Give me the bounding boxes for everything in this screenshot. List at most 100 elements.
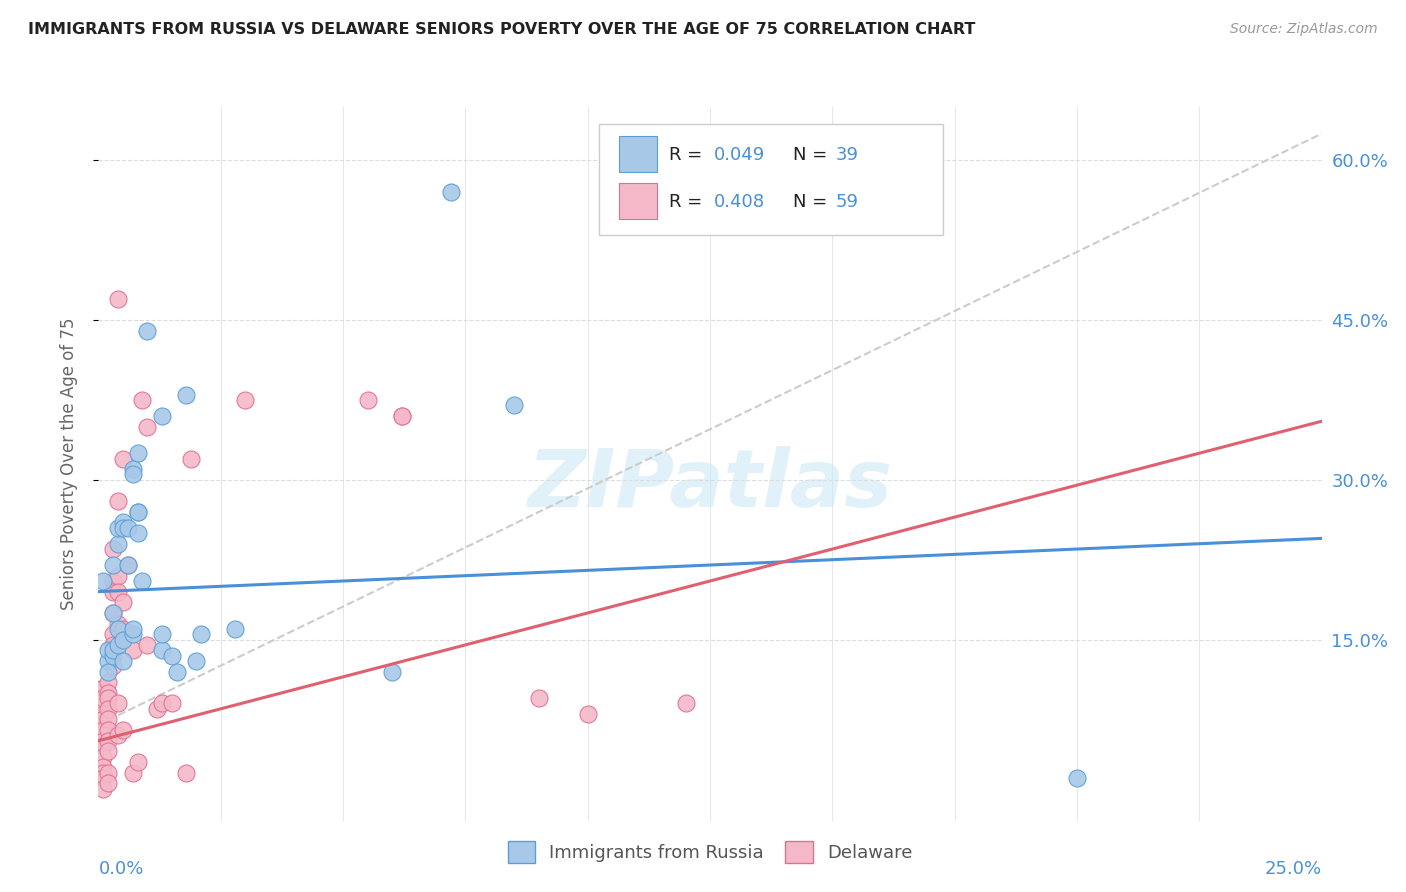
Point bbox=[91, 765, 114, 780]
Text: 0.0%: 0.0% bbox=[98, 860, 143, 878]
Point bbox=[101, 584, 124, 599]
Point bbox=[107, 622, 129, 636]
Point bbox=[391, 409, 413, 423]
Point bbox=[97, 744, 120, 758]
Text: Source: ZipAtlas.com: Source: ZipAtlas.com bbox=[1230, 22, 1378, 37]
Point bbox=[121, 765, 143, 780]
Text: 25.0%: 25.0% bbox=[1264, 860, 1322, 878]
Point bbox=[160, 648, 183, 663]
Point bbox=[356, 392, 378, 407]
Text: ZIPatlas: ZIPatlas bbox=[527, 446, 893, 524]
Point bbox=[675, 697, 697, 711]
Point bbox=[127, 505, 149, 519]
Point bbox=[91, 739, 114, 753]
Point bbox=[107, 521, 129, 535]
Point bbox=[107, 568, 129, 582]
Point bbox=[97, 702, 120, 716]
Point bbox=[107, 537, 129, 551]
Point bbox=[111, 521, 134, 535]
Point bbox=[503, 398, 526, 412]
Point bbox=[111, 632, 134, 647]
Point bbox=[101, 659, 124, 673]
Point bbox=[91, 707, 114, 722]
Point bbox=[107, 728, 129, 742]
Point bbox=[121, 643, 143, 657]
Point bbox=[150, 697, 173, 711]
Point bbox=[91, 713, 114, 727]
Text: R =: R = bbox=[669, 193, 709, 211]
Text: IMMIGRANTS FROM RUSSIA VS DELAWARE SENIORS POVERTY OVER THE AGE OF 75 CORRELATIO: IMMIGRANTS FROM RUSSIA VS DELAWARE SENIO… bbox=[28, 22, 976, 37]
Point bbox=[97, 765, 120, 780]
Point bbox=[131, 392, 153, 407]
Point bbox=[91, 723, 114, 738]
Point bbox=[97, 665, 120, 679]
Point bbox=[527, 691, 550, 706]
Text: 0.049: 0.049 bbox=[714, 146, 766, 164]
Point bbox=[150, 627, 173, 641]
Text: N =: N = bbox=[793, 146, 832, 164]
Point bbox=[224, 622, 246, 636]
Point bbox=[107, 584, 129, 599]
Point bbox=[190, 627, 212, 641]
Point bbox=[233, 392, 256, 407]
Point bbox=[107, 292, 129, 306]
Point bbox=[97, 686, 120, 700]
Point bbox=[180, 451, 202, 466]
Text: 39: 39 bbox=[835, 146, 858, 164]
Text: N =: N = bbox=[793, 193, 832, 211]
Point bbox=[101, 606, 124, 620]
Point bbox=[91, 681, 114, 695]
Point bbox=[176, 765, 198, 780]
Point bbox=[111, 595, 134, 609]
Point bbox=[146, 702, 169, 716]
Point bbox=[101, 542, 124, 557]
Point bbox=[111, 654, 134, 668]
Point bbox=[391, 409, 413, 423]
Point bbox=[121, 467, 143, 482]
Point bbox=[131, 574, 153, 588]
Point bbox=[91, 781, 114, 796]
Point bbox=[150, 643, 173, 657]
Point bbox=[111, 622, 134, 636]
Point bbox=[107, 697, 129, 711]
Point bbox=[576, 707, 599, 722]
Point bbox=[97, 733, 120, 747]
Point bbox=[97, 643, 120, 657]
Point bbox=[121, 622, 143, 636]
Point bbox=[440, 186, 463, 200]
Point bbox=[101, 558, 124, 572]
Legend: Immigrants from Russia, Delaware: Immigrants from Russia, Delaware bbox=[499, 832, 921, 872]
Point bbox=[127, 446, 149, 460]
Point bbox=[1066, 771, 1088, 785]
Point bbox=[117, 558, 139, 572]
Text: 0.408: 0.408 bbox=[714, 193, 765, 211]
Point bbox=[97, 776, 120, 790]
Point bbox=[101, 606, 124, 620]
Point bbox=[107, 616, 129, 631]
Point bbox=[136, 419, 159, 434]
Point bbox=[111, 451, 134, 466]
Point bbox=[97, 723, 120, 738]
Point bbox=[91, 574, 114, 588]
Point bbox=[101, 643, 124, 657]
Point bbox=[91, 733, 114, 747]
Point bbox=[166, 665, 188, 679]
Point bbox=[107, 494, 129, 508]
Point bbox=[91, 760, 114, 774]
Point bbox=[136, 638, 159, 652]
Point bbox=[127, 526, 149, 541]
Point bbox=[107, 638, 129, 652]
Point bbox=[381, 665, 404, 679]
Point bbox=[97, 675, 120, 690]
Point bbox=[101, 638, 124, 652]
Point bbox=[97, 713, 120, 727]
Point bbox=[117, 521, 139, 535]
Point bbox=[101, 574, 124, 588]
Point bbox=[150, 409, 173, 423]
Point bbox=[117, 558, 139, 572]
Point bbox=[111, 723, 134, 738]
Point bbox=[97, 691, 120, 706]
Point bbox=[91, 749, 114, 764]
Point bbox=[97, 654, 120, 668]
Text: R =: R = bbox=[669, 146, 709, 164]
